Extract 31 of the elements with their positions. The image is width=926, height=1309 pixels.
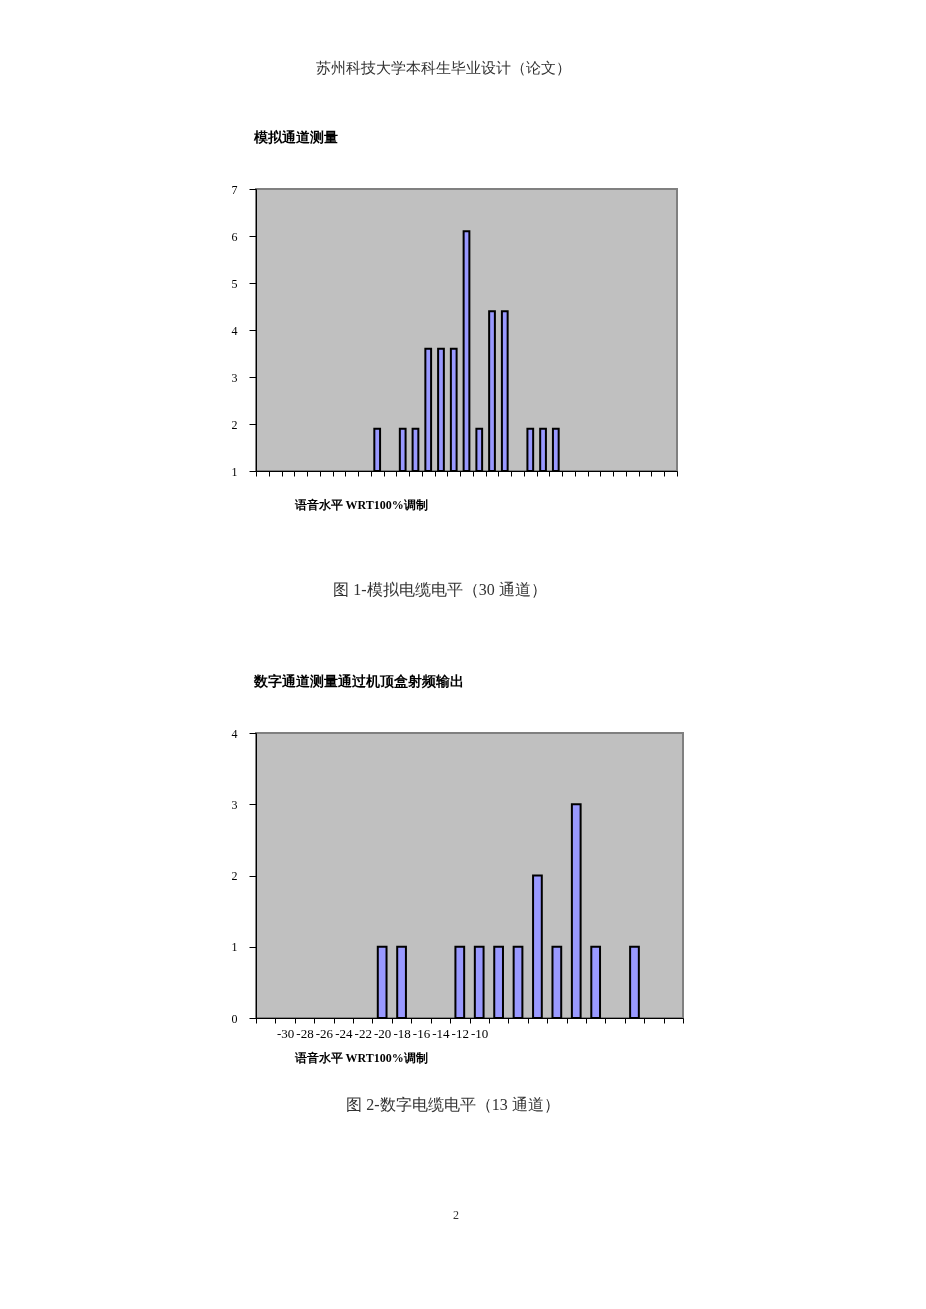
text: 苏州科技大学本科生毕业设计（论文） <box>315 60 571 76</box>
caption: 图 1-模拟电缆电平（30 通道） <box>333 581 547 598</box>
x-tick-label: -18 <box>393 1025 411 1041</box>
x-tick-label: -28 <box>296 1025 314 1041</box>
y-tick-label: 6 <box>231 229 238 244</box>
x-axis-title: 语音水平 WRT100%调制 <box>293 497 428 512</box>
chart-title: 数字通道测量通过机顶盒射频输出 <box>253 673 464 689</box>
y-tick-label: 7 <box>231 182 238 197</box>
y-tick-label: 0 <box>231 1011 238 1026</box>
caption: 图 2-数字电缆电平（13 通道） <box>346 1096 560 1113</box>
y-tick-label: 3 <box>231 797 238 812</box>
y-tick-label: 3 <box>231 370 238 385</box>
x-tick-label: -22 <box>354 1025 372 1041</box>
y-tick-label: 1 <box>231 940 238 955</box>
x-tick-label: -16 <box>412 1025 431 1041</box>
chart-title: 模拟通道测量 <box>253 129 338 145</box>
y-tick-label: 4 <box>231 323 238 338</box>
text: 2 <box>453 1208 459 1222</box>
x-tick-label: -14 <box>432 1025 451 1041</box>
x-tick-label: -12 <box>451 1025 469 1041</box>
x-tick-label: -20 <box>373 1025 392 1041</box>
x-tick-label: -24 <box>335 1025 353 1041</box>
y-tick-label: 4 <box>231 726 238 741</box>
x-tick-label: -10 <box>471 1025 489 1041</box>
y-tick-label: 5 <box>231 276 238 291</box>
y-tick-label: 1 <box>231 464 238 479</box>
x-tick-label: -26 <box>315 1025 334 1041</box>
x-axis-title: 语音水平 WRT100%调制 <box>293 1050 428 1065</box>
y-tick-label: 2 <box>231 869 238 883</box>
x-tick-label: -30 <box>276 1025 295 1041</box>
y-tick-label: 2 <box>231 417 238 432</box>
